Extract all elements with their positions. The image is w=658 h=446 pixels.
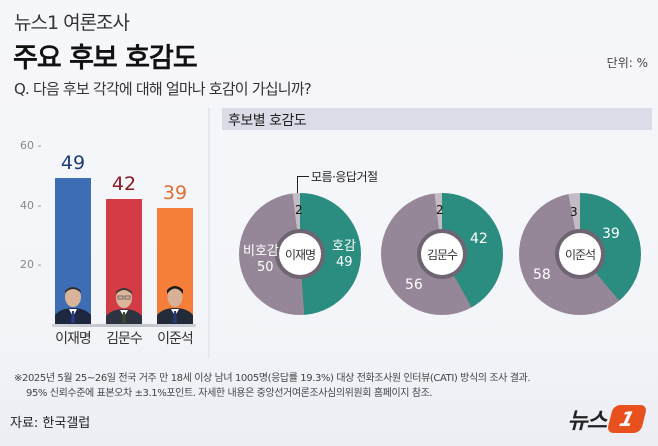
y-tick-40: 40 - (20, 199, 42, 212)
donut-favorable-value: 49 (336, 255, 353, 270)
y-tick-60: 60 - (20, 139, 42, 152)
logo-badge-icon: 1 (606, 405, 648, 433)
donut-center-label: 이재명 (279, 233, 321, 275)
donut-dk-value: 2 (295, 203, 303, 217)
donut-section-title: 후보별 호감도 (228, 113, 307, 129)
page-title: 주요 후보 호감도 (13, 43, 198, 74)
photo-lee-jaemyung (55, 283, 91, 325)
candidate-name-lee-jaemyung: 이재명 (55, 331, 92, 347)
dk-legend-label: 모름·응답거절 (311, 170, 378, 184)
candidate-name-kim-moonsoo: 김문수 (106, 331, 143, 347)
news1-logo: 뉴스 1 (567, 403, 648, 435)
footnote-line-2: 95% 신뢰수준에 표본오차 ±3.1%포인트. 자세한 내용은 중앙선거여론조… (26, 388, 433, 399)
unit-label: 단위: % (606, 56, 648, 70)
logo-text: 뉴스 (567, 409, 607, 434)
donut-center-label: 김문수 (421, 233, 463, 275)
donut-dk-value: 2 (436, 203, 444, 217)
donut-favorable-label: 호감 (332, 239, 356, 254)
kicker: 뉴스1 여론조사 (14, 12, 130, 34)
bar-value-lee-jaemyung: 49 (60, 152, 86, 174)
donut-center-label: 이준석 (559, 233, 601, 275)
baseline (52, 324, 196, 327)
photo-kim-moonsoo (106, 283, 142, 325)
donut-favorable-value: 42 (470, 231, 488, 247)
footnote-line-1: ※2025년 5월 25~26일 전국 거주 만 18세 이상 남녀 1005명… (14, 373, 531, 384)
donut-unfavorable-value: 50 (257, 260, 274, 275)
bar-value-lee-junseok: 39 (162, 182, 188, 204)
dk-callout-line-h (297, 176, 309, 177)
bar-chart-panel: 60 - 40 - 20 - 49 이재명 42 김문수 39 (8, 108, 210, 358)
donut-section-header: 후보별 호감도 (222, 108, 652, 130)
survey-question: Q. 다음 후보 각각에 대해 얼마나 호감이 가십니까? (14, 80, 312, 98)
donut-unfavorable-label: 비호감 (243, 244, 279, 259)
donut-unfavorable-value: 56 (405, 277, 423, 293)
photo-lee-junseok (157, 283, 193, 325)
donut-favorable-value: 39 (602, 226, 620, 242)
donut-unfavorable-value: 58 (533, 267, 551, 283)
footnote: ※2025년 5월 25~26일 전국 거주 만 18세 이상 남녀 1005명… (14, 371, 531, 401)
dk-callout-line-v (297, 176, 298, 194)
candidate-name-lee-junseok: 이준석 (157, 331, 194, 347)
bar-value-kim-moonsoo: 42 (111, 173, 137, 195)
y-tick-20: 20 - (20, 258, 42, 271)
donut-dk-value: 3 (570, 205, 578, 219)
source-label: 자료: 한국갤럽 (10, 416, 91, 431)
